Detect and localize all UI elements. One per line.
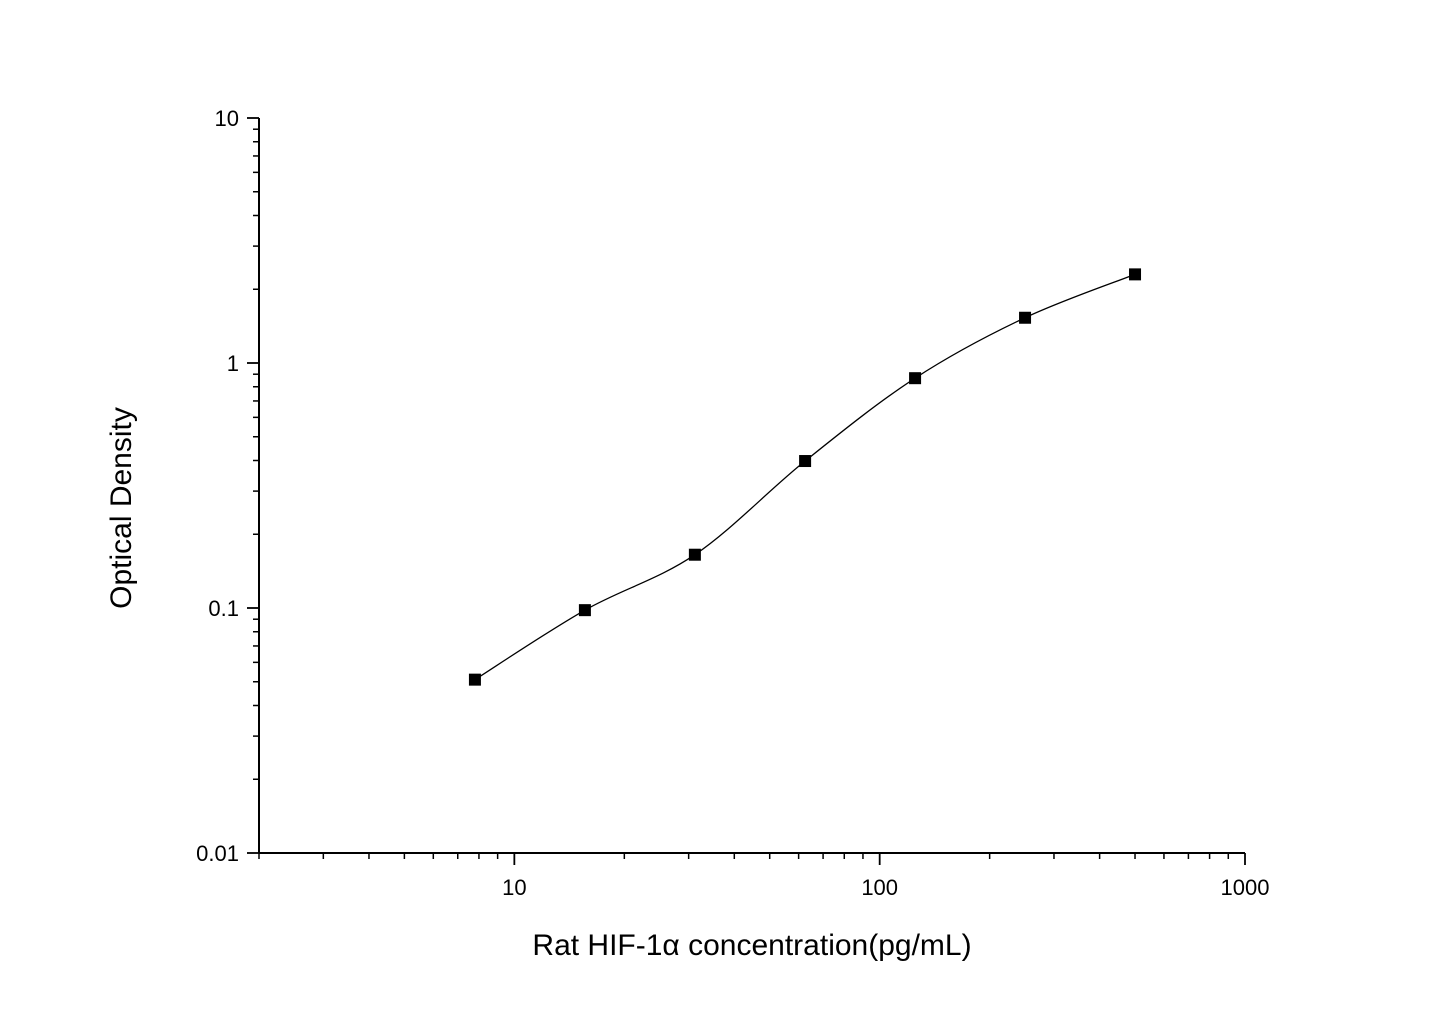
- axes: [258, 118, 1245, 854]
- tick-labels: 10 100 1000 0.01 0.1 1 10: [196, 106, 1269, 900]
- minor-ticks: [253, 128, 1230, 859]
- x-axis-title: Rat HIF-1α concentration(pg/mL): [532, 929, 971, 962]
- y-axis-title: Optical Density: [105, 407, 138, 609]
- data-point: [909, 372, 922, 385]
- x-tick-label: 100: [861, 875, 898, 900]
- y-tick-label: 0.1: [208, 596, 239, 621]
- y-tick-label: 0.01: [196, 841, 239, 866]
- data-point: [688, 548, 701, 561]
- y-tick-label: 1: [227, 351, 239, 376]
- data-point: [578, 604, 591, 617]
- x-tick-label: 10: [502, 875, 526, 900]
- x-tick-label: 1000: [1221, 875, 1270, 900]
- data-point: [468, 673, 481, 686]
- data-point: [1019, 311, 1032, 324]
- fit-curve: [474, 273, 1136, 681]
- data-point: [799, 455, 812, 468]
- data-points: [468, 268, 1142, 686]
- y-tick-label: 10: [215, 106, 239, 131]
- data-point: [1129, 268, 1142, 281]
- major-ticks: [247, 117, 1246, 865]
